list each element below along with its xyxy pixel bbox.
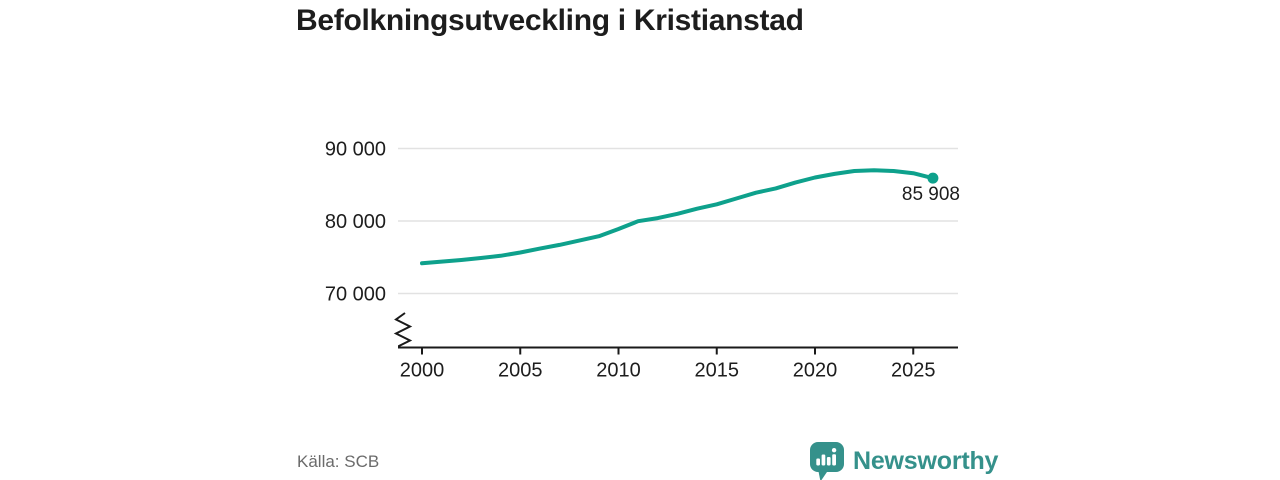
x-tick-label: 2000 bbox=[400, 360, 445, 382]
latest-value-label: 85 908 bbox=[902, 184, 960, 205]
latest-point-marker bbox=[927, 172, 939, 184]
newsworthy-logo-icon bbox=[810, 442, 844, 480]
x-tick-label: 2020 bbox=[793, 360, 838, 382]
x-tick-label: 2015 bbox=[695, 360, 740, 382]
newsworthy-brand-name: Newsworthy bbox=[853, 447, 999, 475]
axis-break-icon bbox=[393, 312, 413, 349]
y-tick-label: 90 000 bbox=[325, 139, 386, 161]
y-tick-label: 80 000 bbox=[325, 211, 386, 233]
x-tick-label: 2010 bbox=[596, 360, 641, 382]
source-label: Källa: SCB bbox=[297, 452, 380, 471]
population-line bbox=[420, 168, 935, 266]
chart-title: Befolkningsutveckling i Kristianstad bbox=[296, 4, 804, 37]
x-tick-label: 2025 bbox=[891, 360, 936, 382]
newsworthy-brand[interactable]: Newsworthy bbox=[808, 440, 998, 480]
x-tick-label: 2005 bbox=[498, 360, 543, 382]
y-tick-label: 70 000 bbox=[325, 284, 386, 306]
